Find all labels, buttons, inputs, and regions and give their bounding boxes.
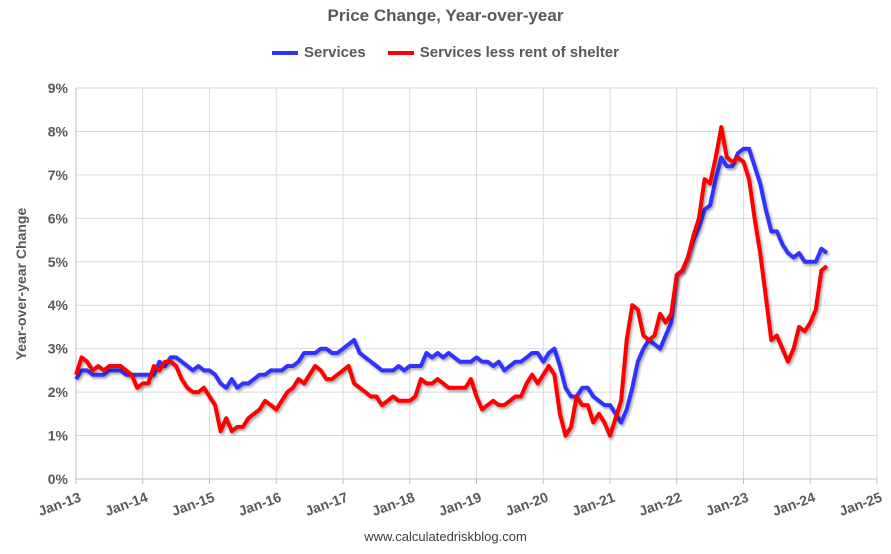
x-tick-label: Jan-20 [503, 489, 550, 519]
x-tick-label: Jan-18 [370, 489, 417, 519]
chart-title: Price Change, Year-over-year [327, 6, 564, 25]
x-tick-label: Jan-17 [303, 489, 350, 519]
x-tick-label: Jan-19 [436, 489, 483, 519]
x-tick-label: Jan-13 [36, 489, 83, 519]
y-tick-label: 5% [48, 254, 69, 270]
y-axis-label: Year-over-year Change [13, 208, 29, 361]
legend-label-services-less-shelter: Services less rent of shelter [419, 44, 619, 61]
x-tick-label: Jan-24 [770, 489, 817, 519]
y-tick-label: 1% [48, 428, 69, 444]
x-tick-label: Jan-16 [236, 489, 283, 519]
series-line-services [74, 146, 829, 425]
source-footer: www.calculatedriskblog.com [364, 529, 527, 544]
x-tick-label: Jan-25 [837, 489, 884, 519]
legend-swatch-services [271, 50, 298, 55]
legend-swatch-services-less-shelter [387, 50, 414, 55]
y-tick-label: 7% [48, 167, 69, 183]
y-tick-label: 8% [48, 123, 69, 139]
y-tick-label: 0% [48, 471, 69, 487]
x-tick-label: Jan-15 [169, 489, 216, 519]
x-tick-label: Jan-21 [570, 489, 617, 519]
y-tick-label: 9% [48, 80, 69, 96]
legend-item-services: Services [271, 44, 366, 61]
legend-item-services-less-shelter: Services less rent of shelter [387, 44, 619, 61]
x-tick-label: Jan-14 [103, 489, 150, 519]
x-tick-label: Jan-22 [637, 489, 684, 519]
y-tick-label: 4% [48, 297, 69, 313]
y-tick-label: 2% [48, 384, 69, 400]
y-tick-label: 6% [48, 210, 69, 226]
x-tick-label: Jan-23 [703, 489, 750, 519]
legend: Services Services less rent of shelter [0, 44, 891, 61]
series-line-services-less-shelter [74, 125, 829, 438]
y-tick-label: 3% [48, 341, 69, 357]
legend-label-services: Services [303, 44, 366, 61]
